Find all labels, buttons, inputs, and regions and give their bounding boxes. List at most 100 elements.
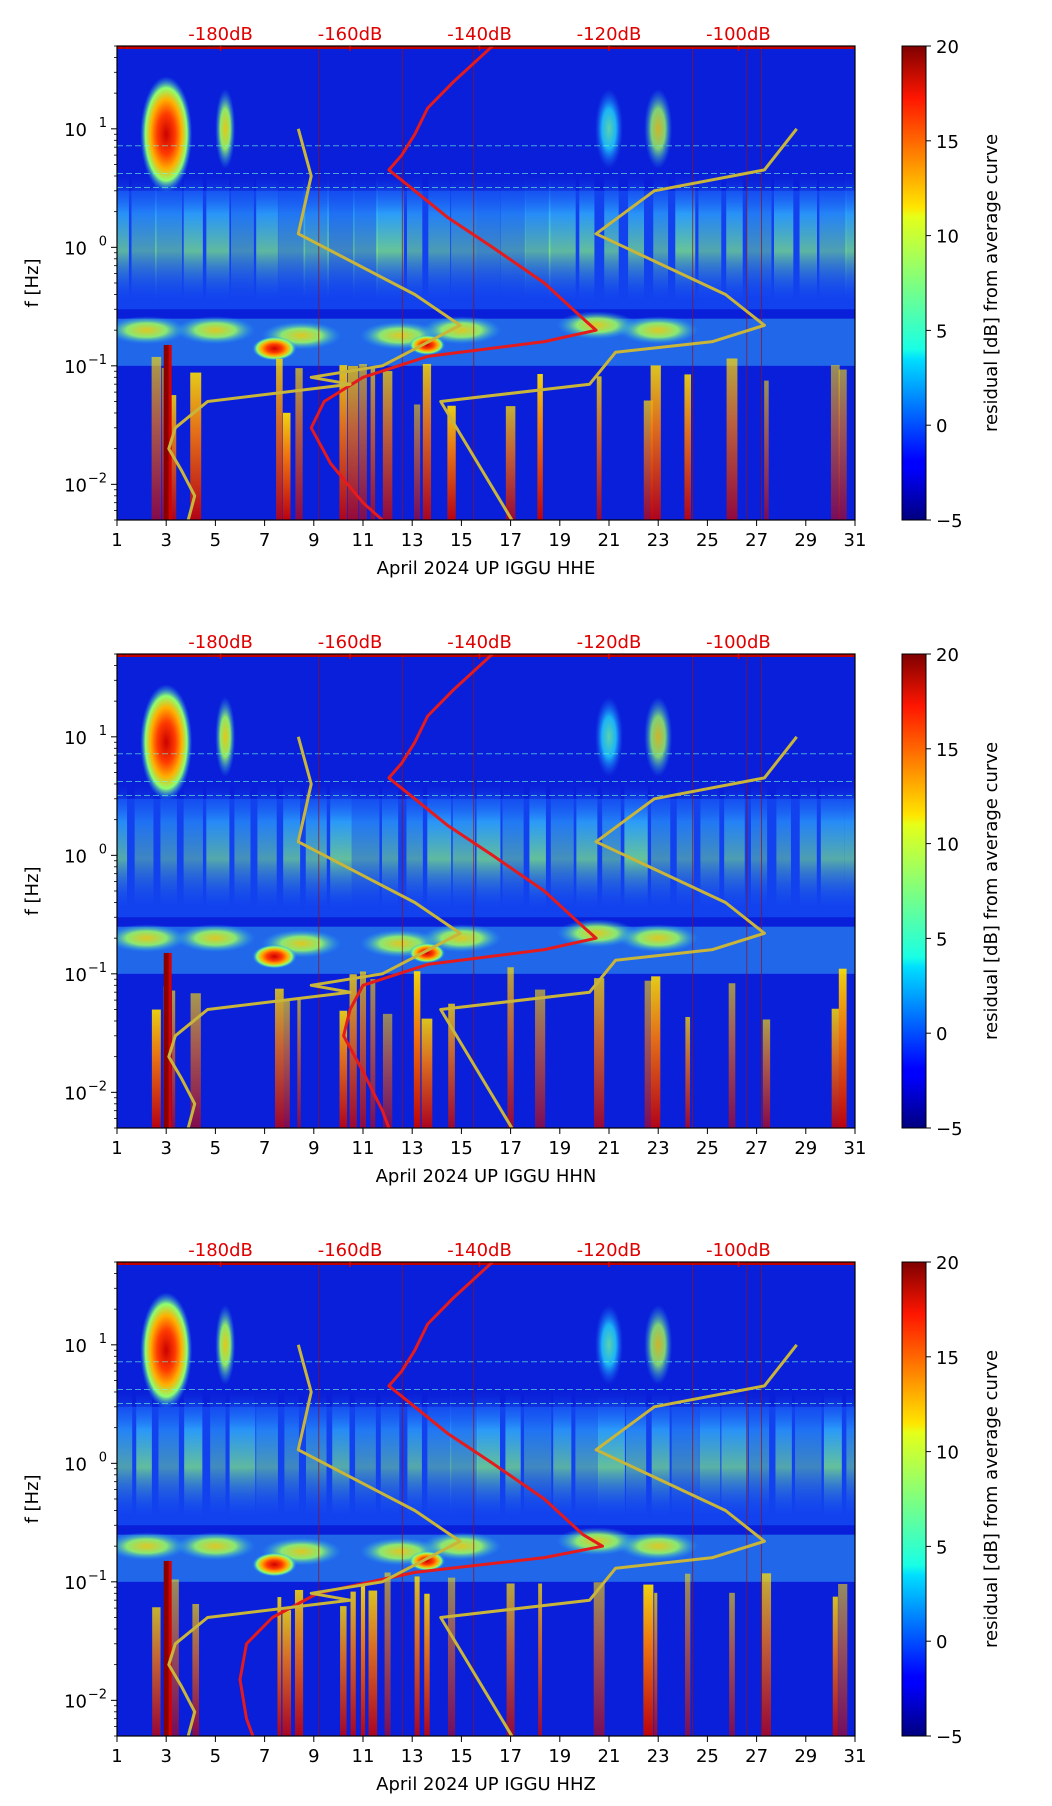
- microseism-blob: [175, 316, 256, 345]
- daily-streak: [355, 1391, 376, 1518]
- daily-streak: [598, 1391, 625, 1518]
- hotspot-day21: [595, 1304, 623, 1385]
- lowfreq-strip: [535, 989, 546, 1128]
- daily-streak: [332, 1391, 350, 1518]
- lowfreq-strip: [413, 971, 421, 1128]
- x-tick-label: 11: [352, 530, 375, 551]
- daily-streak: [283, 783, 301, 910]
- x-tick-label: 15: [450, 530, 473, 551]
- daily-streak: [351, 783, 380, 910]
- lowfreq-strip: [382, 1013, 393, 1128]
- x-tick-label: 3: [160, 1746, 171, 1767]
- daily-streak: [450, 1391, 478, 1518]
- lowfreq-strip: [294, 1589, 304, 1736]
- daily-streak: [427, 1391, 452, 1518]
- x-tick-label: 25: [696, 530, 719, 551]
- lowfreq-strip: [726, 358, 738, 520]
- daily-streak: [183, 783, 203, 910]
- colorbar-gradient: [901, 1261, 927, 1737]
- lowfreq-strip: [538, 1583, 543, 1736]
- lowfreq-strip: [370, 366, 376, 520]
- lowfreq-strip: [424, 1593, 430, 1736]
- x-tick-label: 13: [401, 1138, 424, 1159]
- daily-streak: [628, 175, 645, 302]
- y-axis-label: f [Hz]: [22, 258, 43, 307]
- lowfreq-strip: [283, 1000, 290, 1128]
- lowfreq-strip: [190, 372, 202, 520]
- hotspot-microseism-day13: [408, 942, 445, 963]
- hotspot-day21: [595, 696, 623, 777]
- top-db-label: -160dB: [318, 24, 383, 45]
- lowfreq-strip: [764, 380, 769, 520]
- x-tick-label: 9: [308, 530, 319, 551]
- overlay-median-psd: [238, 1262, 604, 1736]
- lowfreq-strip: [368, 1590, 378, 1736]
- spectrogram-heatmap: [117, 46, 855, 520]
- y-tick-exponent: 1: [99, 116, 107, 131]
- microseism-blob: [117, 316, 187, 345]
- y-axis-label: f [Hz]: [22, 1474, 43, 1523]
- hotspot-day23: [644, 88, 673, 169]
- top-edge: [117, 46, 855, 49]
- x-tick-label: 31: [844, 1746, 867, 1767]
- microseism-blob: [556, 311, 637, 340]
- lowfreq-strip: [339, 365, 348, 520]
- lowfreq-strip: [283, 412, 291, 520]
- lowfreq-strip: [276, 358, 283, 520]
- top-db-label: -160dB: [318, 1240, 383, 1261]
- daily-streak: [699, 1391, 721, 1518]
- daily-streak: [698, 175, 722, 302]
- daily-streak: [844, 783, 855, 910]
- daily-streak: [676, 783, 694, 910]
- y-tick-label: 10: [64, 475, 87, 496]
- colorbar-tick-label: 0: [936, 1024, 947, 1045]
- top-db-label: -100dB: [706, 1240, 771, 1261]
- y-tick-exponent: −2: [88, 1687, 107, 1702]
- colorbar-tick-label: 5: [936, 929, 947, 950]
- lowfreq-strip: [347, 365, 359, 520]
- daily-streak: [653, 175, 669, 302]
- hotspot-microseism-day13: [408, 1550, 445, 1571]
- colorbar-tick-label: 0: [936, 1632, 947, 1653]
- lowfreq-strip: [838, 369, 847, 520]
- microseism-blob: [618, 316, 699, 345]
- top-db-label: -100dB: [706, 632, 771, 653]
- colorbar-tick-label: 15: [936, 1348, 959, 1369]
- daily-streak: [117, 175, 129, 302]
- overlay-noise-model: [167, 128, 462, 520]
- hotspot-day5: [215, 88, 236, 169]
- lowfreq-strip: [414, 1576, 420, 1736]
- lowfreq-strip: [644, 980, 653, 1128]
- daily-streak: [476, 1391, 500, 1518]
- daily-streak: [548, 175, 576, 302]
- overlay-noise-model-high-: [439, 1343, 798, 1736]
- daily-streak: [820, 783, 845, 910]
- lowfreq-strip: [421, 1018, 433, 1128]
- daily-streak: [278, 175, 306, 302]
- daily-streak: [750, 783, 768, 910]
- top-db-label: -180dB: [188, 632, 253, 653]
- colorbar-gradient: [901, 653, 927, 1129]
- lowfreq-strip: [340, 1606, 347, 1736]
- lowfreq-strip: [838, 968, 847, 1128]
- colorbar-tick-label: 20: [936, 1253, 959, 1274]
- daily-streak: [502, 783, 524, 910]
- y-tick-exponent: 1: [99, 724, 107, 739]
- lowfreq-strip: [505, 406, 516, 520]
- x-tick-label: 17: [499, 530, 522, 551]
- overlay-noise-model: [167, 736, 462, 1128]
- y-tick-label: 10: [64, 1336, 87, 1357]
- x-tick-label: 25: [696, 1746, 719, 1767]
- lowfreq-strip: [832, 1596, 838, 1736]
- daily-streak: [257, 783, 277, 910]
- hotspot-day3: [140, 76, 193, 193]
- daily-streak: [353, 175, 378, 302]
- x-tick-label: 19: [548, 1138, 571, 1159]
- colorbar: 20 15 10 5 0 −5 residual [dB] from average cur…: [901, 645, 1002, 1140]
- x-tick-label: 11: [352, 1746, 375, 1767]
- colorbar-tick-label: 0: [936, 416, 947, 437]
- colorbar-tick-label: 5: [936, 1537, 947, 1558]
- lowfreq-strip: [382, 371, 393, 520]
- daily-streak: [284, 1391, 299, 1518]
